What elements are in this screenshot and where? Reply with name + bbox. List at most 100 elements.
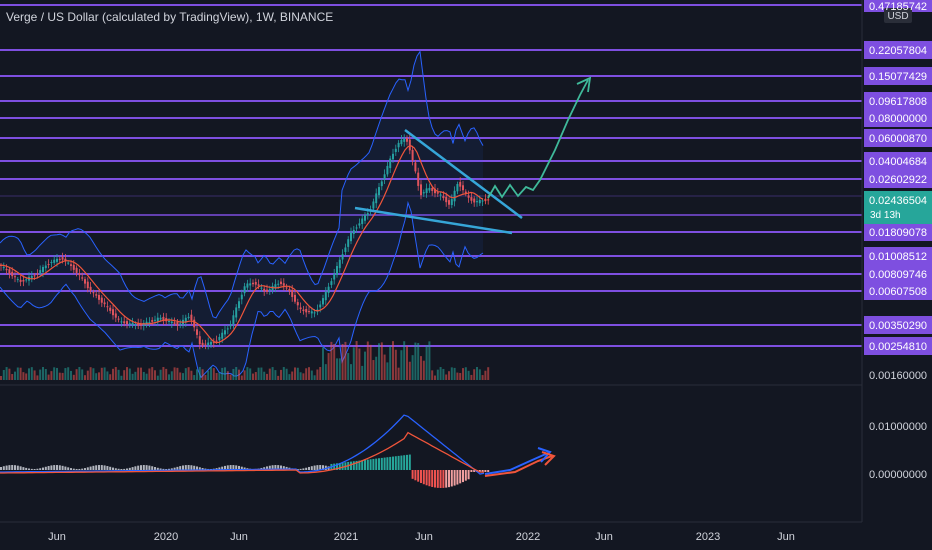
volume-bar: [240, 375, 243, 380]
candle-body: [128, 323, 131, 325]
macd-histogram-bar: [22, 467, 25, 470]
macd-histogram-bar: [42, 467, 44, 470]
candle-body: [285, 287, 288, 289]
volume-bar: [417, 342, 420, 380]
volume-bar: [324, 364, 327, 380]
macd-histogram-bar: [218, 467, 221, 470]
price-tag: [864, 92, 932, 110]
volume-bar: [114, 367, 117, 380]
macd-histogram-bar: [380, 457, 383, 470]
macd-histogram-bar: [190, 465, 193, 470]
candle-body: [61, 257, 64, 260]
macd-histogram-bar: [53, 465, 56, 470]
macd-histogram-bar: [319, 465, 322, 470]
candle-body: [434, 188, 436, 194]
candle-body: [436, 192, 439, 194]
macd-histogram-bar: [156, 467, 159, 470]
candle-body: [235, 307, 238, 318]
volume-bar: [408, 361, 411, 380]
volume-bar: [282, 367, 285, 380]
candle-body: [140, 323, 142, 326]
macd-histogram-bar: [168, 468, 170, 470]
candle-countdown: 3d 13h: [870, 210, 901, 221]
macd-histogram-bar: [235, 465, 238, 470]
volume-bar: [140, 367, 142, 380]
candle-body: [291, 289, 294, 297]
volume-bar: [95, 373, 98, 380]
candle-body: [378, 187, 380, 196]
current-price-label: 0.02436504: [869, 195, 927, 207]
price-tag-label: 0.02602922: [869, 174, 927, 186]
candle-body: [16, 279, 19, 281]
volume-bar: [142, 371, 145, 380]
macd-histogram-bar: [417, 470, 420, 482]
bollinger-lower: [0, 200, 484, 379]
macd-histogram-bar: [126, 468, 128, 470]
volume-bar: [369, 344, 372, 380]
price-tag: [864, 337, 932, 355]
volume-bar: [70, 370, 72, 380]
macd-histogram-bar: [434, 470, 436, 488]
volume-bar: [428, 341, 431, 380]
macd-histogram-bar: [100, 465, 103, 470]
volume-bar: [487, 367, 490, 380]
candle-body: [8, 269, 11, 274]
volume-bar: [148, 368, 151, 380]
volume-bar: [403, 341, 406, 380]
macd-axis-label: 0.01000000: [869, 421, 927, 433]
candle-body: [78, 273, 81, 276]
candle-body: [389, 158, 392, 169]
time-axis-label: Jun: [777, 531, 795, 543]
volume-bar: [347, 353, 350, 380]
price-tag: [864, 109, 932, 127]
macd-histogram-bar: [81, 468, 84, 470]
macd-histogram-bar: [137, 465, 140, 470]
macd-histogram-bar: [271, 465, 274, 470]
macd-histogram-bar: [154, 467, 156, 470]
macd-histogram-bar: [86, 467, 89, 470]
volume-bar: [78, 367, 81, 380]
candle-body: [350, 232, 352, 242]
macd-histogram-bar: [134, 466, 137, 470]
macd-histogram-bar: [58, 465, 61, 470]
volume-bar: [291, 371, 294, 380]
macd-histogram-bar: [33, 468, 36, 470]
volume-bar: [170, 371, 173, 380]
macd-histogram-bar: [285, 466, 288, 470]
macd-histogram-bar: [72, 468, 75, 470]
macd-histogram-bar: [64, 466, 67, 470]
volume-bar: [8, 368, 11, 380]
candle-body: [249, 283, 252, 286]
volume-bar: [467, 370, 470, 380]
bollinger-fill: [0, 51, 483, 378]
volume-bar: [392, 341, 394, 380]
candle-body: [25, 279, 28, 281]
macd-histogram-bar: [478, 470, 481, 472]
macd-histogram-bar: [302, 468, 305, 470]
price-tag: [864, 129, 932, 147]
macd-histogram-bar: [322, 465, 324, 470]
candle-body: [64, 258, 67, 262]
time-axis-label: 2023: [696, 531, 720, 543]
volume-bar: [459, 373, 462, 380]
volume-bar: [420, 356, 422, 380]
candle-body: [11, 271, 14, 277]
volume-bar: [280, 369, 282, 380]
volume-bar: [235, 367, 238, 380]
macd-histogram-bar: [352, 461, 355, 470]
volume-bar: [44, 369, 47, 380]
candle-body: [19, 279, 22, 282]
volume-bar: [252, 373, 254, 380]
candle-body: [277, 283, 280, 285]
macd-histogram-bar: [448, 470, 450, 488]
candle-body: [2, 267, 5, 269]
macd-histogram-bar: [462, 470, 464, 483]
candle-body: [75, 267, 78, 273]
candle-body: [92, 292, 95, 294]
volume-bar: [120, 375, 123, 380]
candle-body: [201, 342, 204, 346]
macd-axis-label: 0.00000000: [869, 469, 927, 481]
macd-histogram-bar: [232, 465, 235, 470]
candle-body: [294, 294, 296, 302]
